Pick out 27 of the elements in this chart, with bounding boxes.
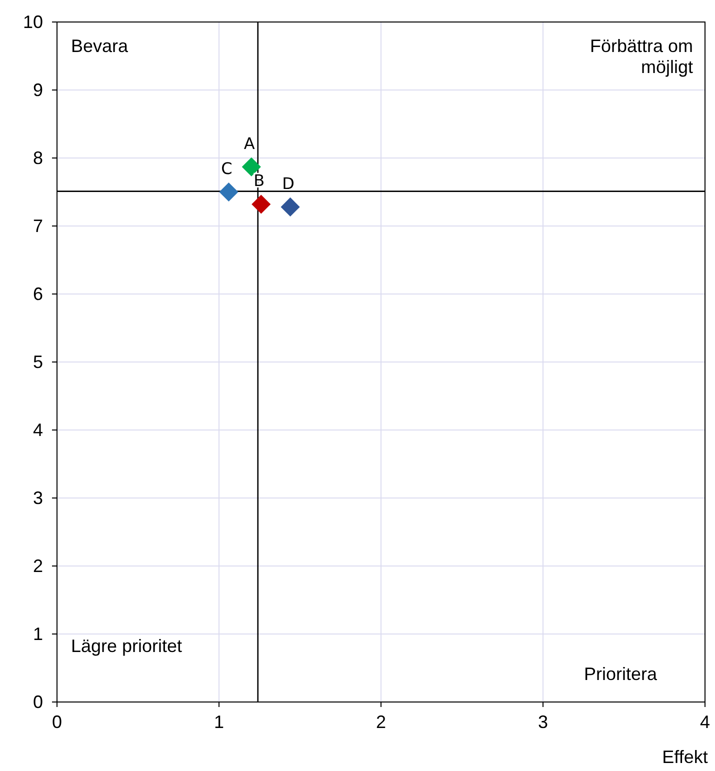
- y-tick-label: 4: [32, 420, 43, 440]
- point: [280, 197, 300, 216]
- annotation: Prioritera: [584, 664, 658, 684]
- annotation: Lägre prioritet: [71, 636, 182, 656]
- x-tick-label: 1: [214, 712, 224, 732]
- series-label: C: [221, 159, 232, 178]
- x-axis-title: Effekt: [662, 747, 708, 767]
- series-label: D: [282, 174, 294, 193]
- y-tick-label: 5: [32, 352, 43, 372]
- point: [219, 182, 238, 202]
- y-tick-label: 8: [32, 148, 43, 168]
- y-tick-label: 7: [32, 216, 43, 236]
- y-tick-label: 0: [32, 692, 43, 712]
- y-tick-label: 2: [32, 556, 43, 576]
- x-tick-label: 4: [700, 712, 710, 732]
- series-label: A: [244, 134, 255, 153]
- annotation: Bevara: [71, 36, 130, 56]
- point: [252, 194, 271, 214]
- y-tick-label: 9: [32, 80, 43, 100]
- x-tick-label: 0: [52, 712, 62, 732]
- annotation: Förbättra om möjligt: [590, 36, 693, 77]
- y-tick-label: 1: [32, 624, 43, 644]
- y-tick-label: 3: [32, 488, 43, 508]
- y-tick-label: 10: [22, 12, 43, 32]
- x-tick-label: 2: [376, 712, 386, 732]
- x-tick-label: 3: [538, 712, 548, 732]
- y-tick-label: 6: [32, 284, 43, 304]
